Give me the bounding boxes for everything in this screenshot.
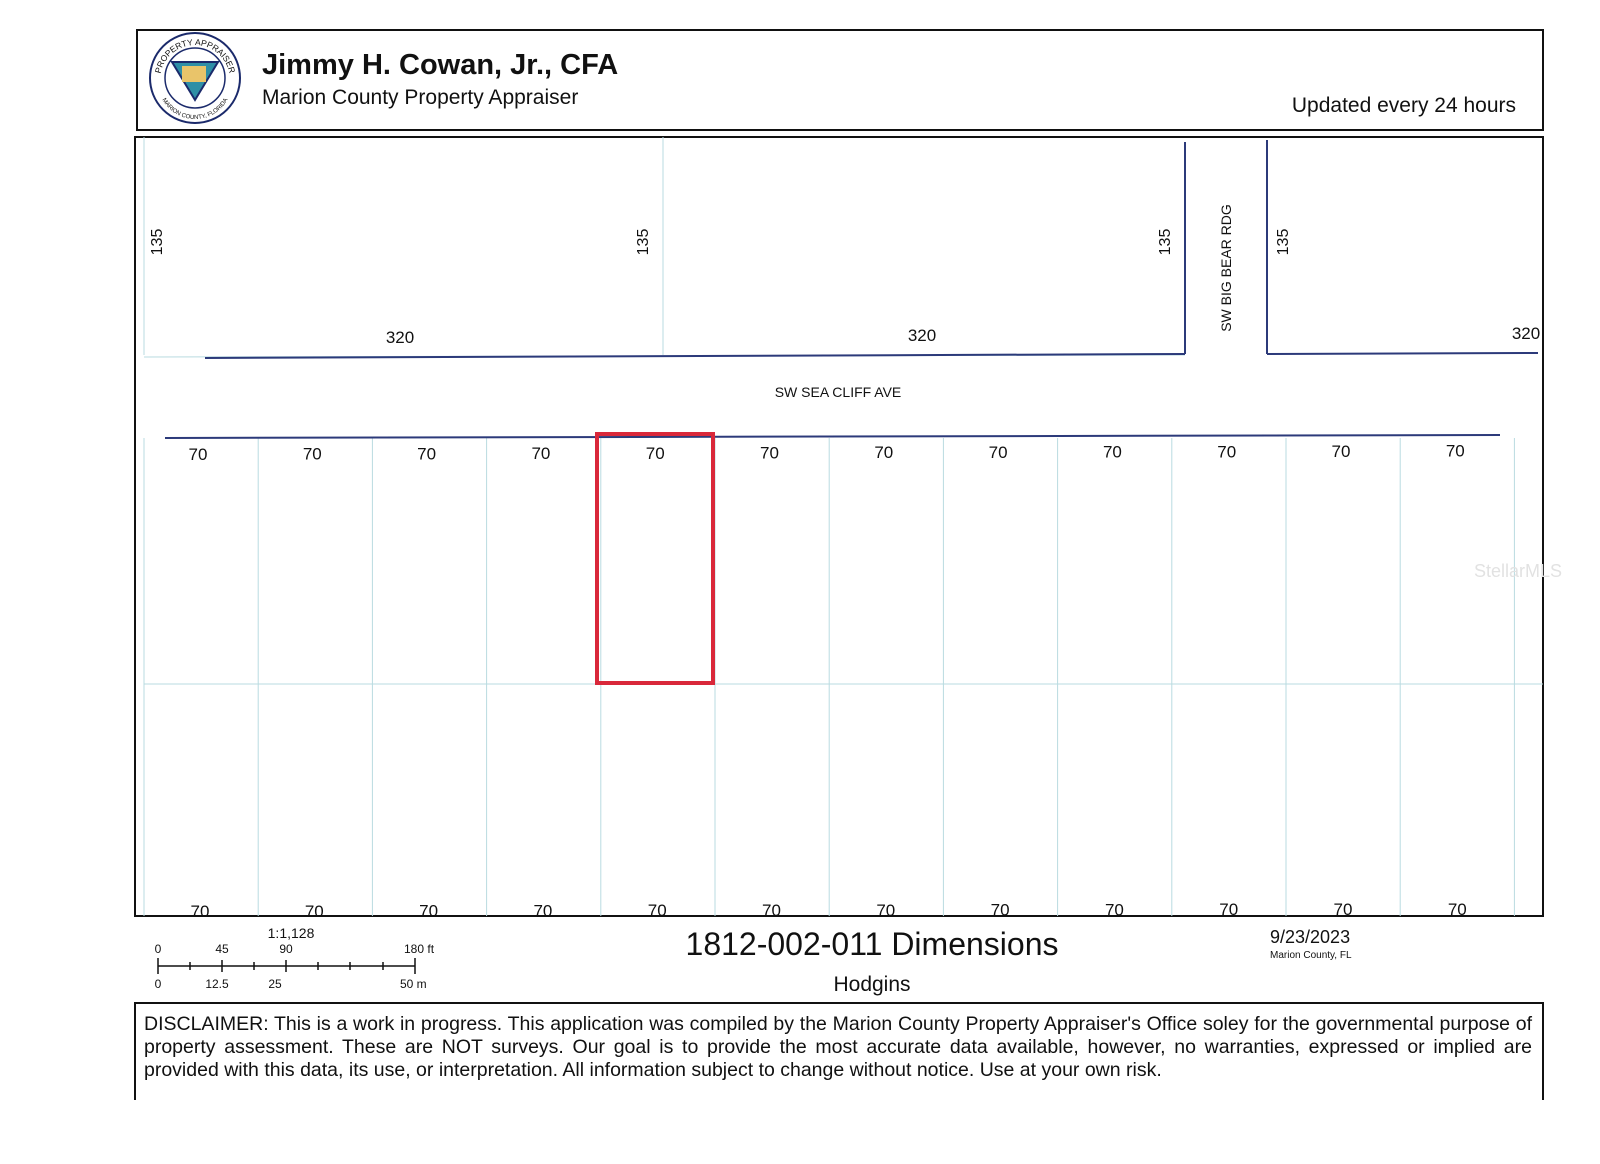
lot-width: 70: [760, 444, 779, 463]
lot-width: 70: [1448, 900, 1467, 919]
owner-name: Hodgins: [833, 973, 910, 996]
road-edge: [1266, 352, 1539, 355]
map-title: 1812-002-011 Dimensions: [686, 926, 1059, 962]
scale-label: 0: [155, 977, 162, 991]
scale-bar: [157, 958, 416, 974]
lot-width: 70: [989, 443, 1008, 462]
lot-width: 70: [305, 902, 324, 921]
subject-parcel: [595, 432, 715, 685]
lot-width: 70: [303, 445, 322, 464]
depth-label: 135: [1275, 229, 1292, 256]
length-label: 320: [386, 328, 414, 347]
depth-label: 135: [635, 229, 652, 256]
scale-label: 0: [155, 942, 162, 956]
lot-width: 70: [1334, 900, 1353, 919]
road-edge: [164, 434, 1501, 439]
scale-ratio: 1:1,128: [268, 925, 315, 941]
header-box: [136, 29, 1544, 131]
office-name: Marion County Property Appraiser: [262, 86, 578, 109]
map-place: Marion County, FL: [1270, 950, 1352, 961]
update-note: Updated every 24 hours: [1292, 94, 1516, 117]
scale-label: 180 ft: [404, 942, 435, 956]
watermark: StellarMLS: [1474, 561, 1562, 581]
street-name: SW SEA CLIFF AVE: [775, 384, 902, 400]
lot-width: 70: [1219, 900, 1238, 919]
disclaimer: DISCLAIMER: This is a work in progress. …: [144, 1013, 1532, 1081]
depth-label: 135: [149, 229, 166, 256]
lot-width: 70: [1105, 900, 1124, 919]
map-frame: [134, 136, 1544, 917]
parcel-lines: [143, 137, 1543, 916]
scale-label: 45: [215, 942, 229, 956]
lot-width: 70: [189, 445, 208, 464]
lot-width: 70: [417, 444, 436, 463]
lot-width: 70: [1446, 442, 1465, 461]
scale-label: 50 m: [400, 977, 427, 991]
lot-width: 70: [646, 444, 665, 463]
logo: PROPERTY APPRAISER MARION COUNTY, FLORID…: [149, 32, 241, 124]
street-name: SW BIG BEAR RDG: [1218, 204, 1234, 332]
appraiser-name: Jimmy H. Cowan, Jr., CFA: [262, 49, 618, 81]
depth-label: 135: [1157, 229, 1174, 256]
lot-width: 70: [762, 901, 781, 920]
lot-width: 70: [1217, 442, 1236, 461]
lot-width: 70: [991, 901, 1010, 920]
length-label: 320: [1512, 324, 1540, 343]
lot-width: 70: [1332, 442, 1351, 461]
lot-width: 70: [876, 901, 895, 920]
scale-label: 25: [268, 977, 282, 991]
lot-width: 70: [533, 901, 552, 920]
lot-width: 70: [874, 443, 893, 462]
scale-label: 12.5: [205, 977, 229, 991]
road-edge: [204, 353, 1186, 359]
disclaimer-box: [134, 1002, 1544, 1100]
map-date: 9/23/2023: [1270, 927, 1350, 947]
lot-width: 70: [648, 901, 667, 920]
lot-width: 70: [1103, 443, 1122, 462]
length-label: 320: [908, 326, 936, 345]
scale-label: 90: [279, 942, 293, 956]
lot-width: 70: [419, 902, 438, 921]
lot-width: 70: [191, 902, 210, 921]
lot-width: 70: [531, 444, 550, 463]
